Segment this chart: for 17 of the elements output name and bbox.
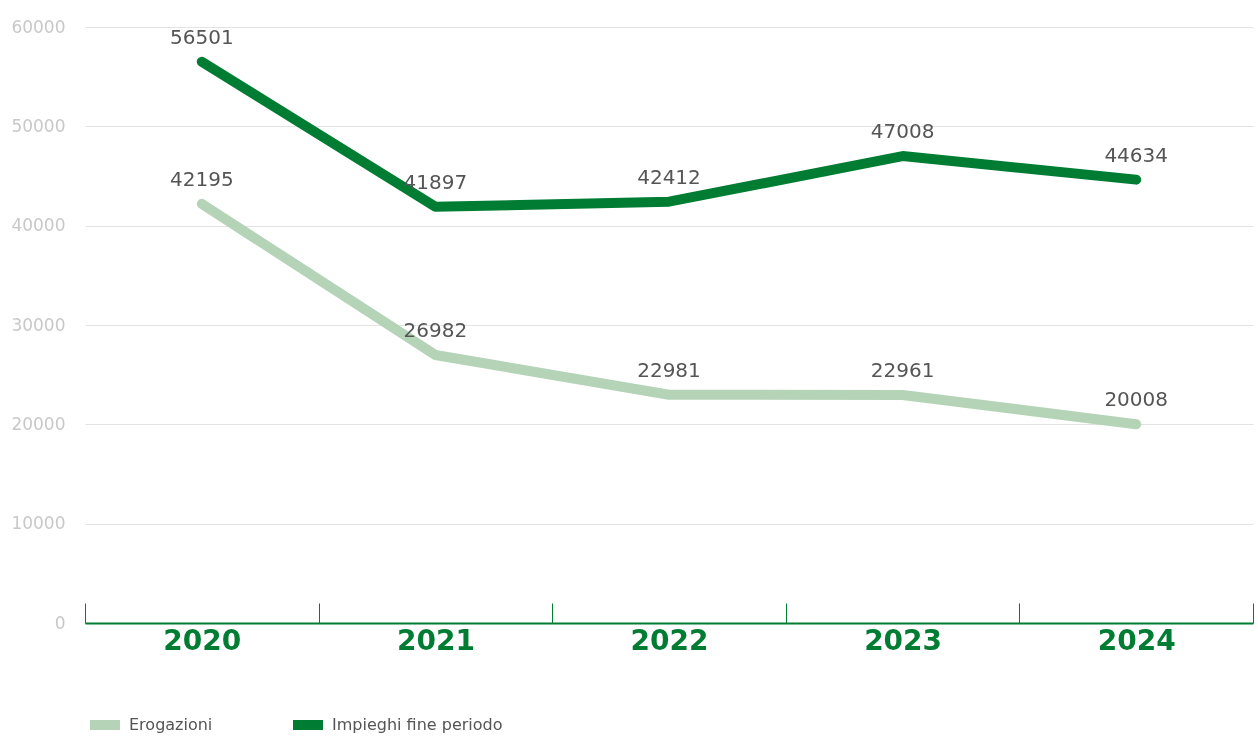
x-tick-label: 2020 <box>163 623 242 657</box>
data-label: 47008 <box>870 119 935 144</box>
data-label: 26982 <box>403 317 468 342</box>
x-tick-label: 2023 <box>864 623 943 657</box>
x-tick-label: 2021 <box>396 623 475 657</box>
data-label: 42195 <box>169 166 234 191</box>
legend-label: Impieghi fine periodo <box>332 715 503 734</box>
legend-label: Erogazioni <box>129 715 213 734</box>
x-tick-label: 2022 <box>630 623 709 657</box>
data-label: 20008 <box>1104 387 1169 412</box>
data-label: 22981 <box>637 357 701 382</box>
data-label: 44634 <box>1104 142 1169 167</box>
data-label: 22961 <box>870 357 935 382</box>
data-label: 41897 <box>403 169 468 194</box>
x-tick-label: 2024 <box>1097 623 1176 657</box>
data-label: 42412 <box>637 164 701 189</box>
data-label: 56501 <box>169 24 234 49</box>
